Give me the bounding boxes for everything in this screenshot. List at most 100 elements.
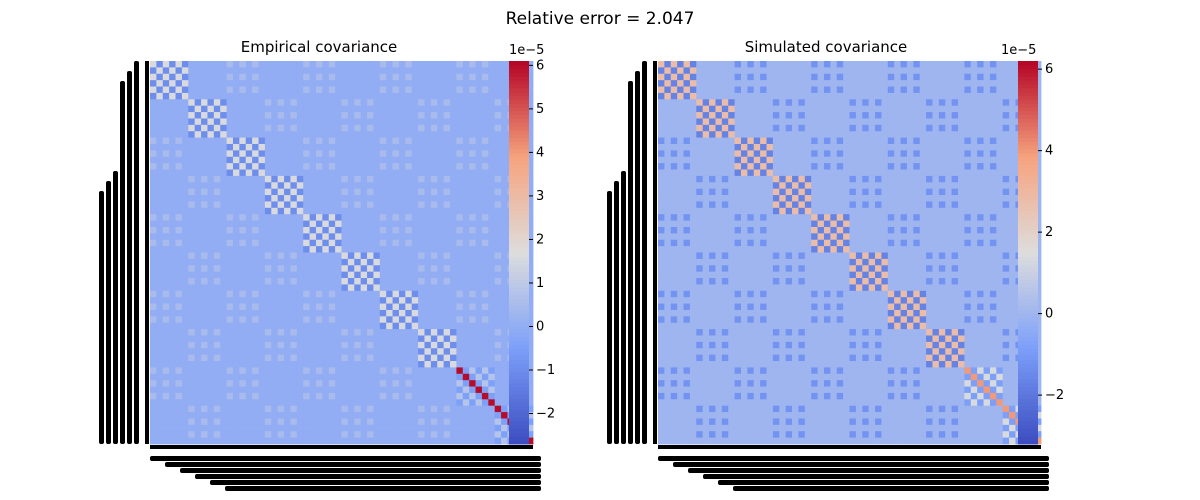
heatmap-cell <box>315 361 323 368</box>
heatmap-cell <box>462 246 470 253</box>
heatmap-cell <box>450 399 457 407</box>
heatmap-cell <box>386 348 393 356</box>
heatmap-cell <box>373 431 381 439</box>
heatmap-cell <box>462 207 470 215</box>
heatmap-cell <box>709 143 716 151</box>
heatmap-cell <box>264 329 272 336</box>
heatmap-cell <box>709 86 716 94</box>
heatmap-cell <box>779 188 787 196</box>
heatmap-cell <box>162 386 170 394</box>
heatmap-cell <box>264 361 272 368</box>
x-axis-ticks <box>150 445 533 449</box>
heatmap-cell <box>328 322 336 330</box>
heatmap-cell <box>303 405 310 413</box>
heatmap-cell <box>379 233 387 241</box>
heatmap-cell <box>728 92 735 100</box>
heatmap-cell <box>411 252 419 260</box>
heatmap-cell <box>868 61 876 68</box>
heatmap-cell <box>475 112 483 119</box>
heatmap-cell <box>411 137 419 145</box>
heatmap-cell <box>469 80 476 87</box>
heatmap-cell <box>226 67 234 75</box>
heatmap-cell <box>689 169 697 177</box>
heatmap-cell <box>315 112 323 119</box>
heatmap-cell <box>379 201 387 209</box>
heatmap-cell <box>284 220 291 228</box>
heatmap-cell <box>322 207 330 215</box>
heatmap-cell <box>913 131 921 138</box>
heatmap-cell <box>772 67 780 75</box>
heatmap-cell <box>315 437 323 445</box>
heatmap-cell <box>683 137 691 145</box>
heatmap-cell <box>411 188 419 196</box>
heatmap-cell <box>392 124 400 132</box>
heatmap-cell <box>181 380 189 387</box>
heatmap-cell <box>1009 156 1016 164</box>
heatmap-cell <box>443 367 451 375</box>
heatmap-cell <box>271 252 279 260</box>
heatmap-cell <box>424 124 432 132</box>
heatmap-cell <box>392 118 400 126</box>
heatmap-cell <box>760 112 767 119</box>
heatmap-cell <box>443 105 451 113</box>
heatmap-cell <box>702 188 710 196</box>
heatmap-cell <box>201 233 208 241</box>
heatmap-cell <box>926 118 933 126</box>
heatmap-cell <box>239 188 247 196</box>
heatmap-cell <box>430 284 438 292</box>
heatmap-cell <box>379 348 387 356</box>
heatmap-cell <box>430 92 438 100</box>
heatmap-cell <box>392 437 400 445</box>
heatmap-cell <box>475 309 483 317</box>
heatmap-cell <box>181 309 189 317</box>
heatmap-cell <box>405 290 413 298</box>
heatmap-cell <box>290 226 298 234</box>
heatmap-cell <box>181 367 189 375</box>
colorbar-segment <box>509 202 529 208</box>
heatmap-cell <box>367 348 374 356</box>
heatmap-cell <box>245 258 253 266</box>
heatmap-cell <box>696 124 704 132</box>
heatmap-cell <box>398 195 406 202</box>
heatmap-cell <box>443 412 451 419</box>
heatmap-cell <box>1034 182 1042 190</box>
heatmap-cell <box>239 143 247 151</box>
heatmap-cell <box>855 99 863 107</box>
heatmap-cell <box>290 73 298 81</box>
heatmap-cell <box>207 67 215 75</box>
heatmap-cell <box>322 309 330 317</box>
heatmap-cell <box>277 195 285 202</box>
heatmap-cell <box>181 99 189 107</box>
heatmap-cell <box>970 118 978 126</box>
heatmap-cell <box>951 73 959 81</box>
heatmap-cell <box>303 67 310 75</box>
heatmap-cell <box>156 188 164 196</box>
heatmap-cell <box>226 246 234 253</box>
heatmap-cell <box>728 143 735 151</box>
x-tick-label-row <box>225 486 541 491</box>
heatmap-cell <box>188 61 196 68</box>
heatmap-cell <box>430 124 438 132</box>
heatmap-cell <box>443 303 451 311</box>
heatmap-cell <box>169 392 176 400</box>
heatmap-cell <box>785 61 793 68</box>
heatmap-cell <box>181 73 189 81</box>
heatmap-cell <box>715 86 723 94</box>
heatmap-cell <box>481 118 489 126</box>
heatmap-cell <box>734 118 742 126</box>
heatmap-cell <box>392 380 400 387</box>
heatmap-cell <box>328 246 336 253</box>
heatmap-cell <box>747 61 755 68</box>
heatmap-cell <box>245 207 253 215</box>
heatmap-cell <box>734 169 742 177</box>
heatmap-cell <box>367 163 374 170</box>
heatmap-cell <box>488 163 496 170</box>
heatmap-cell <box>1034 131 1042 138</box>
heatmap-cell <box>734 67 742 75</box>
heatmap-cell <box>938 105 946 113</box>
heatmap-cell <box>469 239 476 247</box>
heatmap-cell <box>875 86 882 94</box>
heatmap-cell <box>411 92 419 100</box>
heatmap-cell <box>386 195 393 202</box>
heatmap-cell <box>702 169 710 177</box>
